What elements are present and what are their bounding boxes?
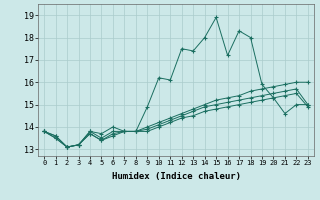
X-axis label: Humidex (Indice chaleur): Humidex (Indice chaleur): [111, 172, 241, 181]
